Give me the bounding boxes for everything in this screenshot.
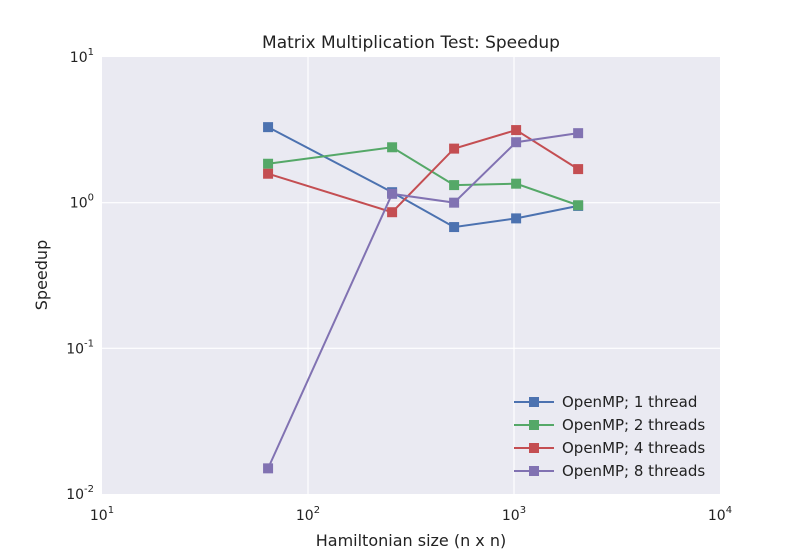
series-3-point-0 xyxy=(263,168,274,179)
legend-item-2: OpenMP; 2 threads xyxy=(514,416,705,434)
legend-label-4: OpenMP; 8 threads xyxy=(562,462,705,480)
series-4-point-0 xyxy=(263,463,274,474)
x-tick-label-1: 102 xyxy=(296,505,320,524)
series-3-point-4 xyxy=(573,164,584,175)
series-2-point-4 xyxy=(573,200,584,211)
legend-marker-4 xyxy=(529,466,539,476)
series-4-point-4 xyxy=(573,128,584,139)
legend-marker-2 xyxy=(529,420,539,430)
series-3 xyxy=(263,125,584,218)
legend-label-2: OpenMP; 2 threads xyxy=(562,416,705,434)
legend-item-3: OpenMP; 4 threads xyxy=(514,439,705,457)
series-2 xyxy=(263,142,584,211)
y-axis-label: Speedup xyxy=(32,240,51,310)
x-tick-label-3: 104 xyxy=(708,505,732,524)
series-1-point-0 xyxy=(263,122,274,133)
legend-label-1: OpenMP; 1 thread xyxy=(562,393,697,411)
y-tick-label-3: 101 xyxy=(70,47,94,66)
plot-background xyxy=(102,57,720,494)
y-tick-label-0: 10-2 xyxy=(66,484,94,503)
legend-marker-1 xyxy=(529,397,539,407)
x-tick-label-2: 103 xyxy=(502,505,526,524)
series-4 xyxy=(263,128,584,474)
legend-item-1: OpenMP; 1 thread xyxy=(514,393,697,411)
chart-title: Matrix Multiplication Test: Speedup xyxy=(262,33,560,53)
series-1-point-3 xyxy=(511,213,522,224)
legend: OpenMP; 1 thread OpenMP; 2 threads OpenMP;… xyxy=(514,393,705,480)
series-2-point-1 xyxy=(387,142,398,153)
series-3-point-3 xyxy=(511,125,522,136)
series-4-point-1 xyxy=(387,188,398,199)
series-2-point-2 xyxy=(449,180,460,191)
series-3-point-1 xyxy=(387,207,398,218)
series-1-point-2 xyxy=(449,222,460,233)
legend-item-4: OpenMP; 8 threads xyxy=(514,462,705,480)
legend-label-3: OpenMP; 4 threads xyxy=(562,439,705,457)
series-2-point-0 xyxy=(263,158,274,169)
series-4-point-3 xyxy=(511,137,522,148)
series-2-point-3 xyxy=(511,178,522,189)
y-tick-label-1: 10-1 xyxy=(66,338,94,357)
series-3-point-2 xyxy=(449,143,460,154)
x-tick-label-0: 101 xyxy=(90,505,114,524)
tick-labels: 101 102 103 104 10-2 10-1 100 101 xyxy=(66,47,732,524)
legend-marker-3 xyxy=(529,443,539,453)
y-tick-label-2: 100 xyxy=(70,193,94,212)
x-axis-label: Hamiltonian size (n x n) xyxy=(316,531,507,550)
series-layer xyxy=(263,122,584,474)
series-4-point-2 xyxy=(449,197,460,208)
